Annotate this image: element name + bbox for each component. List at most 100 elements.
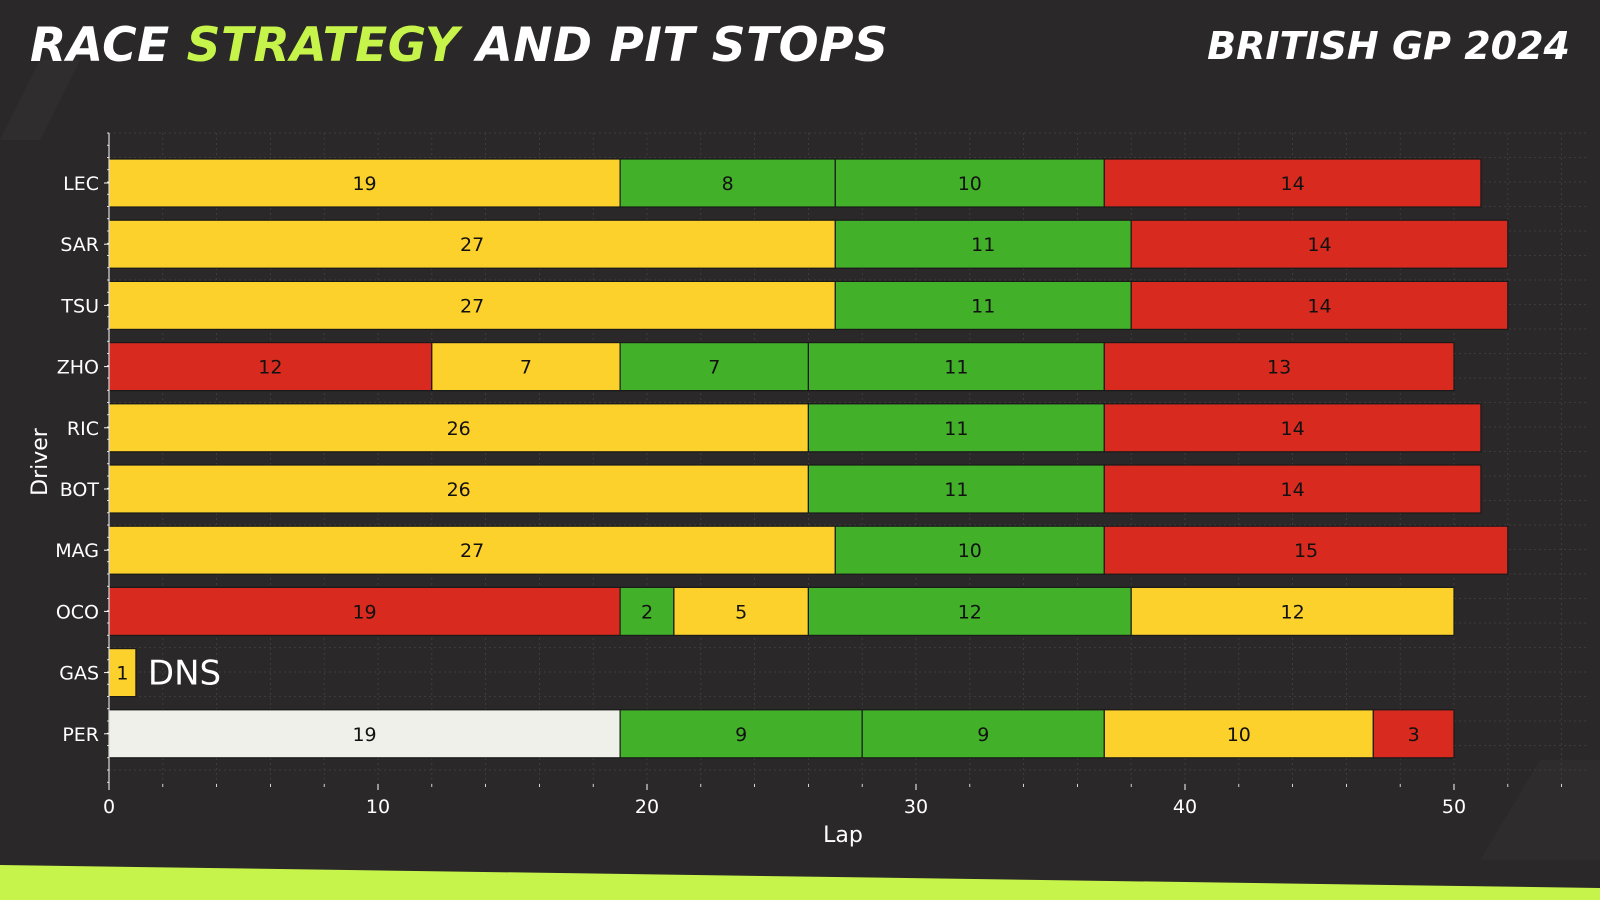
stint-laps-label: 12	[258, 357, 282, 379]
y-tick-label: SAR	[60, 234, 99, 256]
driver-row-oco: 19 2 5 12 12	[108, 586, 1455, 637]
stint-bar	[861, 709, 1105, 759]
y-tick-label: RIC	[67, 418, 99, 440]
stint-laps-label: 11	[944, 418, 968, 440]
stint-bar	[1103, 403, 1482, 453]
stint-bar	[673, 586, 810, 637]
stint-laps-label: 13	[1267, 357, 1291, 379]
stint-laps-label: 14	[1307, 234, 1331, 256]
stint-laps-label: 19	[352, 173, 376, 195]
stint-laps-label: 11	[971, 234, 995, 256]
driver-row-bot: 26 11 14	[108, 464, 1482, 514]
stint-bar	[108, 464, 810, 514]
stint-bar	[807, 342, 1105, 392]
y-tick-label: LEC	[63, 173, 99, 195]
x-tick-label: 50	[1442, 796, 1466, 818]
x-tick-label: 0	[103, 796, 115, 818]
stint-laps-label: 3	[1408, 724, 1420, 746]
stint-bar	[619, 586, 675, 637]
stint-laps-label: 15	[1294, 540, 1318, 562]
title-part1: RACE	[30, 18, 187, 73]
stint-laps-label: 14	[1281, 418, 1305, 440]
stint-bar	[619, 709, 863, 759]
stint-laps-label: 27	[460, 295, 484, 317]
driver-row-sar: 27 11 14	[108, 219, 1509, 269]
x-tick-label: 30	[904, 796, 928, 818]
stint-laps-label: 7	[520, 357, 532, 379]
y-tick-label: ZHO	[57, 357, 99, 379]
stint-laps-label: 1	[116, 663, 128, 685]
stint-bar	[108, 525, 836, 575]
driver-row-per: 19 9 9 10 3	[108, 709, 1455, 759]
stint-bar	[1372, 709, 1455, 759]
stint-laps-label: 10	[958, 540, 982, 562]
y-tick-label: BOT	[60, 479, 100, 501]
driver-row-tsu: 27 11 14	[108, 280, 1509, 330]
stint-laps-label: 11	[944, 479, 968, 501]
y-tick-label: OCO	[56, 601, 99, 623]
stint-bar	[834, 158, 1105, 208]
stint-bar	[108, 403, 810, 453]
y-tick-label: MAG	[55, 540, 99, 562]
stint-bar	[807, 586, 1132, 637]
y-axis-label: Driver	[28, 427, 53, 496]
x-tick-label: 10	[366, 796, 390, 818]
stint-bar	[1130, 280, 1509, 330]
stint-laps-label: 9	[735, 724, 747, 746]
stint-laps-label: 12	[958, 601, 982, 623]
header: RACE STRATEGY AND PIT STOPS BRITISH GP 2…	[30, 18, 1570, 78]
stint-bar	[1103, 464, 1482, 514]
bottom-accent-stripe	[0, 865, 1600, 900]
stint-laps-label: 7	[708, 357, 720, 379]
stint-laps-label: 14	[1281, 173, 1305, 195]
stint-bar	[1103, 342, 1455, 392]
stint-laps-label: 12	[1281, 601, 1305, 623]
stint-bar	[1103, 525, 1509, 575]
stint-bar	[108, 647, 137, 698]
stint-bar	[807, 403, 1105, 453]
stint-laps-label: 11	[971, 295, 995, 317]
stint-laps-label: 27	[460, 234, 484, 256]
axis-layer: LEC SAR TSU ZHO RIC BOT MAG OCO GAS PER 0 10 20 30 40 5…	[55, 132, 1562, 818]
stint-laps-label: 19	[352, 724, 376, 746]
driver-row-mag: 27 10 15	[108, 525, 1509, 575]
stint-bar	[807, 464, 1105, 514]
driver-row-ric: 26 11 14	[108, 403, 1482, 453]
stint-laps-label: 14	[1307, 295, 1331, 317]
stint-laps-label: 11	[944, 357, 968, 379]
stint-bar	[834, 525, 1105, 575]
stint-laps-label: 14	[1281, 479, 1305, 501]
stint-laps-label: 26	[447, 479, 471, 501]
stint-laps-label: 8	[722, 173, 734, 195]
x-tick-label: 20	[635, 796, 659, 818]
driver-row-zho: 12 7 7 11 13	[108, 342, 1455, 392]
stint-bar	[1103, 709, 1374, 759]
dns-label: DNS	[148, 654, 221, 694]
stint-bar	[108, 709, 621, 759]
stint-bar	[834, 219, 1132, 269]
stint-laps-label: 19	[352, 601, 376, 623]
stint-laps-label: 2	[641, 601, 653, 623]
stint-laps-label: 10	[1227, 724, 1251, 746]
stint-bar	[108, 280, 836, 330]
stint-bar	[1130, 586, 1455, 637]
stint-laps-label: 5	[735, 601, 747, 623]
y-tick-label: PER	[62, 724, 99, 746]
title-part2: AND PIT STOPS	[459, 18, 889, 73]
stint-laps-label: 9	[977, 724, 989, 746]
y-tick-label: GAS	[59, 663, 99, 685]
y-tick-label: TSU	[60, 295, 99, 317]
stint-laps-label: 10	[958, 173, 982, 195]
stint-bar	[1103, 158, 1482, 208]
stint-bar	[619, 158, 836, 208]
stint-bar	[1130, 219, 1509, 269]
title-accent: STRATEGY	[186, 18, 460, 73]
driver-row-lec: 19 8 10 14	[108, 158, 1482, 208]
page-title: RACE STRATEGY AND PIT STOPS	[30, 18, 888, 73]
event-name: BRITISH GP 2024	[1207, 24, 1570, 68]
stint-laps-label: 27	[460, 540, 484, 562]
stint-bar	[108, 342, 433, 392]
